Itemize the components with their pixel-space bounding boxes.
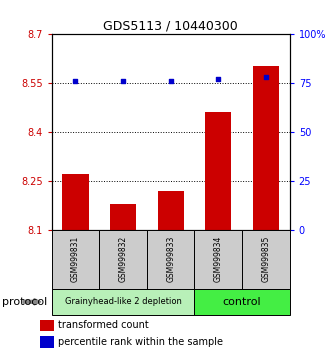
Text: GSM999835: GSM999835 [261, 236, 270, 282]
Point [73, 78, 78, 84]
Bar [158, 191, 184, 230]
Bar [52, 230, 99, 289]
Bar [147, 230, 194, 289]
Bar [40, 336, 54, 348]
Text: Grainyhead-like 2 depletion: Grainyhead-like 2 depletion [65, 297, 181, 306]
Text: percentile rank within the sample: percentile rank within the sample [58, 337, 223, 347]
Point [121, 78, 126, 84]
Title: GDS5113 / 10440300: GDS5113 / 10440300 [103, 19, 238, 33]
Bar [253, 66, 279, 230]
Bar [110, 204, 136, 230]
Bar [242, 230, 290, 289]
Point [168, 78, 173, 84]
Text: protocol: protocol [2, 297, 47, 307]
Text: control: control [223, 297, 261, 307]
Bar [52, 289, 194, 315]
Point [263, 74, 268, 80]
Text: GSM999831: GSM999831 [71, 236, 80, 282]
Bar [99, 230, 147, 289]
Text: GSM999833: GSM999833 [166, 236, 175, 282]
Bar [40, 320, 54, 331]
Bar [194, 289, 290, 315]
Bar [62, 175, 89, 230]
Bar [205, 112, 231, 230]
Text: GSM999834: GSM999834 [214, 236, 223, 282]
Text: transformed count: transformed count [58, 320, 149, 330]
Bar [194, 230, 242, 289]
Text: GSM999832: GSM999832 [119, 236, 128, 282]
Point [216, 76, 221, 82]
